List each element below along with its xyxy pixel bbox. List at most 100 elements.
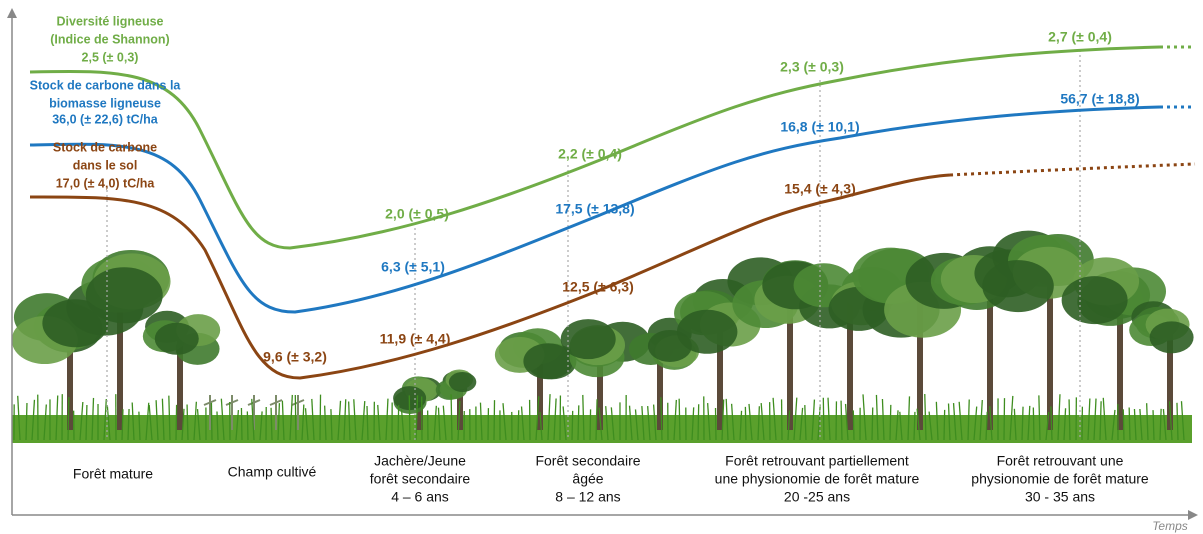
grass <box>1027 405 1031 441</box>
trunk <box>657 345 663 430</box>
stage-label: forêt secondaire <box>370 471 471 487</box>
guides <box>106 50 1081 440</box>
grass <box>881 398 885 441</box>
value-label: 11,9 (± 4,4) <box>380 331 451 347</box>
stage-label: physionomie de forêt mature <box>971 471 1149 487</box>
grass <box>1146 403 1149 441</box>
grass <box>1159 408 1162 441</box>
grass <box>598 407 603 441</box>
trunk <box>67 330 73 430</box>
trunk <box>177 340 183 430</box>
grass <box>1050 406 1053 441</box>
grass <box>324 405 327 441</box>
grass <box>1152 410 1155 441</box>
grass <box>148 404 153 441</box>
x-arrow <box>1188 510 1198 520</box>
trunk <box>597 350 603 430</box>
grass <box>725 398 729 441</box>
grass <box>450 394 453 441</box>
grass <box>730 403 735 441</box>
grass <box>246 411 249 441</box>
grass <box>181 408 185 441</box>
series-title: Diversité ligneuse <box>57 14 164 28</box>
grass <box>811 399 816 441</box>
grass <box>889 404 892 441</box>
stage-label: Jachère/Jeune <box>374 453 466 469</box>
grass <box>1032 407 1035 441</box>
grass <box>520 406 525 441</box>
grass <box>989 406 993 441</box>
grass <box>145 402 150 441</box>
grass <box>928 411 933 441</box>
grass <box>67 397 70 441</box>
grass <box>1099 401 1102 441</box>
grass <box>330 409 333 441</box>
grass <box>1057 394 1061 441</box>
grass <box>210 402 213 441</box>
grass <box>43 404 47 441</box>
crop <box>269 395 283 430</box>
grass <box>259 411 263 441</box>
crop <box>203 395 217 430</box>
grass <box>1093 398 1097 441</box>
diversity-curve <box>29 45 1161 250</box>
grass <box>385 398 389 441</box>
grass <box>186 404 189 441</box>
grass <box>408 395 411 441</box>
grass <box>760 403 765 441</box>
grass <box>31 399 36 441</box>
grass <box>875 394 879 441</box>
grass <box>337 400 342 441</box>
grass <box>304 408 309 441</box>
grass <box>840 400 843 441</box>
grass <box>377 404 381 441</box>
value-label: 2,2 (± 0,4) <box>558 146 622 162</box>
grass <box>103 398 107 441</box>
grass <box>437 407 441 441</box>
grass <box>311 398 315 441</box>
foliage <box>154 322 199 355</box>
grass <box>827 397 831 441</box>
stage-label: 30 - 35 ans <box>1025 489 1095 505</box>
grass <box>862 394 867 441</box>
grass <box>553 398 557 441</box>
grass <box>348 401 351 441</box>
grass <box>958 401 963 441</box>
grass <box>985 411 988 441</box>
grass <box>196 409 201 441</box>
foliage <box>523 343 573 380</box>
grass <box>270 407 273 441</box>
grass <box>967 399 970 441</box>
grass <box>1045 411 1050 441</box>
grass <box>647 406 651 441</box>
grass <box>895 410 899 441</box>
foliage <box>982 260 1054 313</box>
grass <box>691 407 695 441</box>
grass <box>517 410 520 441</box>
stage-label: Forêt retrouvant une <box>997 453 1124 469</box>
value-label: 16,8 (± 10,1) <box>780 119 859 135</box>
series-title: dans le sol <box>73 158 138 172</box>
grass <box>457 400 461 441</box>
grass <box>361 400 366 441</box>
grass <box>582 394 585 441</box>
grass <box>281 400 285 441</box>
crop <box>247 395 261 430</box>
grass <box>251 398 255 441</box>
grass <box>924 394 927 441</box>
grass <box>161 398 165 441</box>
grass <box>706 403 711 441</box>
grass <box>899 411 903 441</box>
grass <box>571 410 574 441</box>
grass <box>1122 409 1125 441</box>
stage-label: âgée <box>572 471 603 487</box>
soil-curve <box>29 173 951 380</box>
grass <box>673 399 677 441</box>
grass <box>744 406 747 441</box>
grass <box>442 405 447 441</box>
grass <box>1087 398 1091 441</box>
grass <box>301 404 305 441</box>
trunk <box>917 300 923 430</box>
grass <box>721 399 725 441</box>
trunk <box>537 360 543 430</box>
